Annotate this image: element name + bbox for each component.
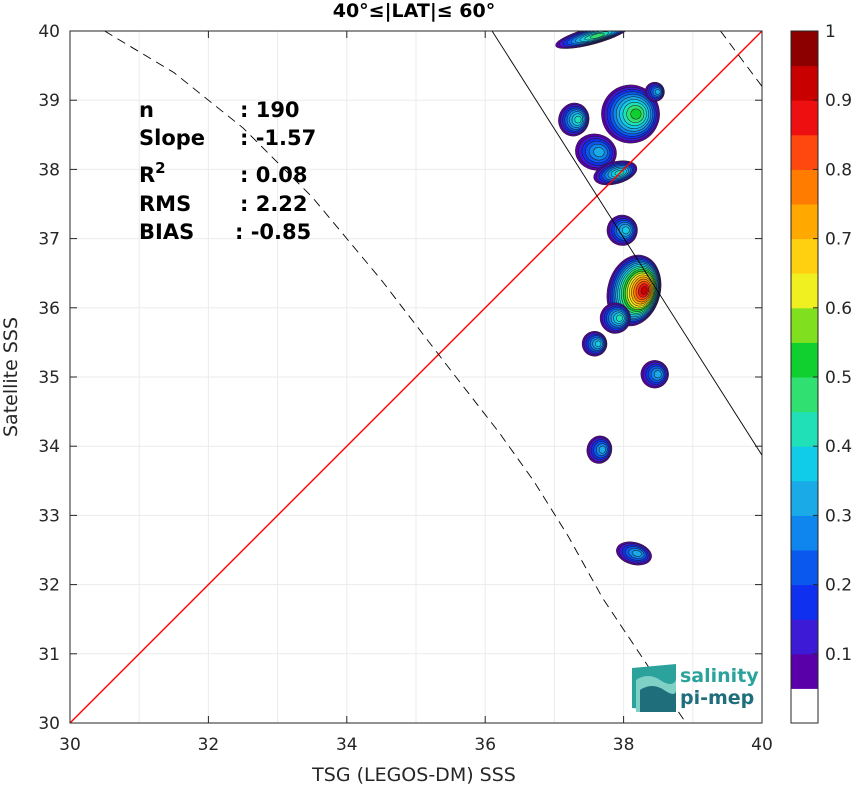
y-tick-label: 36 [38, 299, 60, 319]
stat-value: : -1.57 [240, 126, 316, 150]
boundary-line [104, 31, 687, 723]
y-tick-label: 34 [38, 437, 60, 457]
contour-level [593, 147, 605, 158]
density-blob [616, 541, 652, 566]
one-to-one-line [70, 31, 762, 723]
colorbar-segment [791, 550, 818, 586]
density-blob [599, 302, 631, 334]
y-tick-label: 39 [38, 91, 60, 111]
colorbar-segment [791, 515, 818, 551]
density-blob [586, 435, 613, 464]
x-tick-label: 36 [474, 735, 496, 755]
stat-value: : 2.22 [240, 192, 308, 216]
colorbar-segment [791, 204, 818, 240]
density-contours [555, 31, 669, 566]
logo-line2: pi-mep [680, 687, 754, 709]
y-tick-label: 35 [38, 368, 60, 388]
density-blob [575, 133, 617, 171]
colorbar-segment [791, 169, 818, 205]
contour-level [598, 445, 606, 454]
logo: salinity pi-mep [632, 664, 759, 712]
colorbar-tick-label: 0.7 [825, 230, 852, 250]
contour-level [654, 89, 661, 95]
colorbar-segment [791, 307, 818, 343]
contour-level [622, 226, 630, 235]
reference-lines [70, 31, 762, 723]
contour-level [653, 370, 662, 379]
colorbar-tick-label: 0.1 [825, 645, 852, 665]
colorbar-segment [791, 100, 818, 136]
stat-value: : 0.08 [240, 163, 308, 187]
colorbar-segment [791, 31, 818, 67]
contour-level [616, 314, 623, 322]
contour-level [574, 115, 582, 124]
colorbar-tick-label: 0.4 [825, 437, 852, 457]
colorbar-tick-label: 0.8 [825, 160, 852, 180]
y-tick-label: 37 [38, 230, 60, 250]
x-tick-label: 32 [198, 735, 220, 755]
logo-line1: salinity [680, 665, 759, 687]
colorbar-segment [791, 584, 818, 620]
density-blob [640, 360, 669, 389]
density-blob [555, 31, 630, 49]
x-tick-label: 30 [59, 735, 81, 755]
density-blob [558, 102, 590, 137]
colorbar-tick-label: 0.5 [825, 368, 852, 388]
y-tick-label: 38 [38, 160, 60, 180]
density-blob [644, 81, 665, 102]
colorbar-segment [791, 65, 818, 101]
colorbar-tick-label: 0.2 [825, 576, 852, 596]
chart-title: 40°≤|LAT|≤ 60° [333, 0, 496, 22]
stat-value: : -0.85 [235, 220, 311, 244]
y-tick-label: 32 [38, 576, 60, 596]
colorbar: 0.1 0.2 0.3 0.4 0.5 0.6 0.7 0.8 0.9 1 [790, 22, 852, 724]
colorbar-tick-label: 0.9 [825, 91, 852, 111]
stat-label: BIAS [139, 220, 194, 244]
density-blob [606, 214, 638, 246]
y-axis-label: Satellite SSS [0, 317, 22, 437]
density-blob [606, 254, 662, 327]
colorbar-segment [791, 480, 818, 516]
stat-label-superscript: 2 [155, 159, 165, 177]
x-tick-label: 34 [336, 735, 358, 755]
colorbar-tick-label: 0.6 [825, 299, 852, 319]
colorbar-tick-label: 0.3 [825, 506, 852, 526]
x-tick-label: 40 [751, 735, 773, 755]
y-tick-label: 31 [38, 645, 60, 665]
stat-label: n [139, 98, 154, 122]
density-blob [581, 331, 608, 357]
colorbar-segment [791, 273, 818, 309]
colorbar-segment [791, 411, 818, 447]
colorbar-segment [791, 134, 818, 170]
contour-level [632, 550, 642, 557]
colorbar-segment [791, 688, 818, 724]
boundary-top-right-line [720, 31, 762, 87]
contour-level [640, 286, 648, 295]
regression-line [491, 31, 762, 456]
axis-ticks: 30 32 34 36 38 40 30 31 32 33 34 35 36 37 38 39 40 [38, 22, 772, 755]
x-tick-label: 38 [613, 735, 635, 755]
colorbar-segment [791, 653, 818, 689]
y-tick-label: 40 [38, 22, 60, 42]
y-tick-label: 30 [38, 714, 60, 734]
colorbar-tick-label: 1 [825, 22, 836, 42]
stat-label: Slope [139, 126, 205, 150]
y-tick-label: 33 [38, 506, 60, 526]
stat-value: : 190 [240, 98, 300, 122]
x-axis-label: TSG (LEGOS-DM) SSS [311, 764, 516, 786]
contour-level [630, 108, 642, 120]
stat-label: RMS [139, 192, 191, 216]
colorbar-segment [791, 342, 818, 378]
contour-level [594, 340, 602, 347]
colorbar-segment [791, 619, 818, 655]
contour-level [589, 32, 605, 39]
density-blob [601, 84, 660, 144]
colorbar-segment [791, 238, 818, 274]
wave-icon [632, 664, 676, 712]
colorbar-segment [791, 446, 818, 482]
colorbar-segment [791, 377, 818, 413]
